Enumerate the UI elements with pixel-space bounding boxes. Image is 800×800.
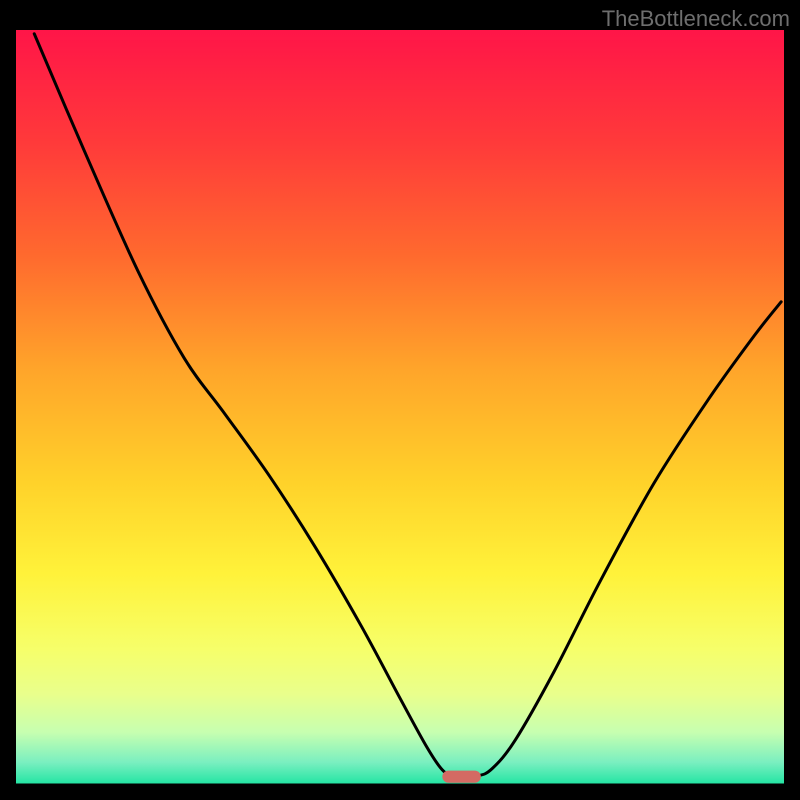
optimum-marker	[442, 771, 481, 783]
bottleneck-chart	[0, 0, 800, 800]
chart-container: TheBottleneck.com	[0, 0, 800, 800]
plot-background	[15, 30, 785, 785]
